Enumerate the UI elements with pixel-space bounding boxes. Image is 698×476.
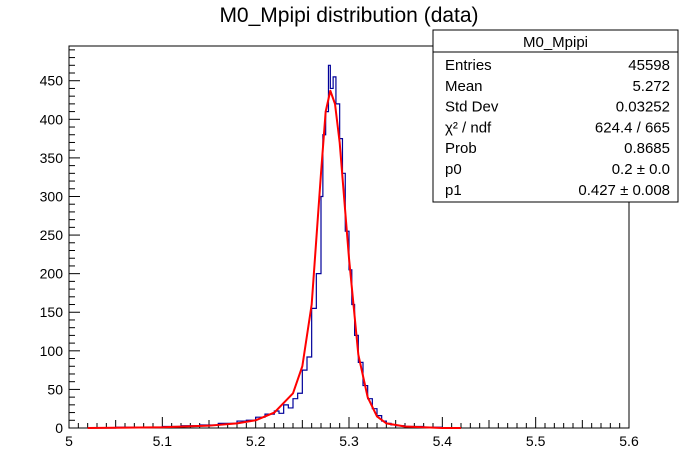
- stats-row-value: 624.4 / 665: [595, 119, 670, 136]
- stats-row-value: 0.8685: [624, 140, 670, 157]
- y-tick-label: 200: [40, 266, 64, 282]
- stats-row-value: 5.272: [632, 78, 670, 95]
- stats-row-label: Mean: [445, 78, 483, 95]
- fit-curve: [87, 89, 461, 429]
- axes: 5 5.1 5.2 5.3 5.4 5.5 5.6 0 50 100 150 200 250 300 350…: [40, 45, 639, 449]
- x-tick-label: 5.4: [433, 433, 453, 449]
- stats-row-label: p0: [445, 161, 462, 178]
- stats-row-value: 0.03252: [616, 99, 670, 116]
- stats-row-label: Entries: [445, 57, 492, 74]
- x-tick-label: 5.5: [526, 433, 546, 449]
- y-tick-label: 300: [40, 188, 64, 204]
- y-tick-label: 0: [55, 420, 63, 436]
- stats-box-frame: [432, 29, 679, 203]
- y-tick-label: 400: [40, 111, 64, 127]
- chart-title: M0_Mpipi distribution (data): [219, 4, 478, 27]
- y-tick-label: 150: [40, 304, 64, 320]
- y-tick-label: 50: [47, 381, 63, 397]
- y-tick-label: 450: [40, 73, 64, 89]
- x-tick-label: 5: [65, 433, 73, 449]
- stats-row-value: 0.2 ± 0.0: [612, 161, 670, 178]
- stats-row-value: 0.427 ± 0.008: [578, 182, 670, 199]
- x-tick-label: 5.3: [339, 433, 359, 449]
- stats-row-label: χ² / ndf: [445, 119, 492, 136]
- stats-row-label: p1: [445, 182, 462, 199]
- stats-box-title: M0_Mpipi: [523, 34, 588, 51]
- stats-row-label: Std Dev: [445, 99, 499, 116]
- stats-row-value: 45598: [628, 57, 670, 74]
- y-tick-label: 250: [40, 227, 64, 243]
- x-tick-label: 5.2: [246, 433, 266, 449]
- plot-marks: [87, 64, 461, 429]
- x-tick-label: 5.6: [619, 433, 639, 449]
- stats-row-label: Prob: [445, 140, 477, 157]
- stats-box: M0_Mpipi Entries 45598 Mean 5.272 Std Dev 0.03…: [432, 29, 679, 203]
- y-tick-label: 350: [40, 150, 64, 166]
- x-tick-label: 5.1: [153, 433, 173, 449]
- y-tick-label: 100: [40, 343, 64, 359]
